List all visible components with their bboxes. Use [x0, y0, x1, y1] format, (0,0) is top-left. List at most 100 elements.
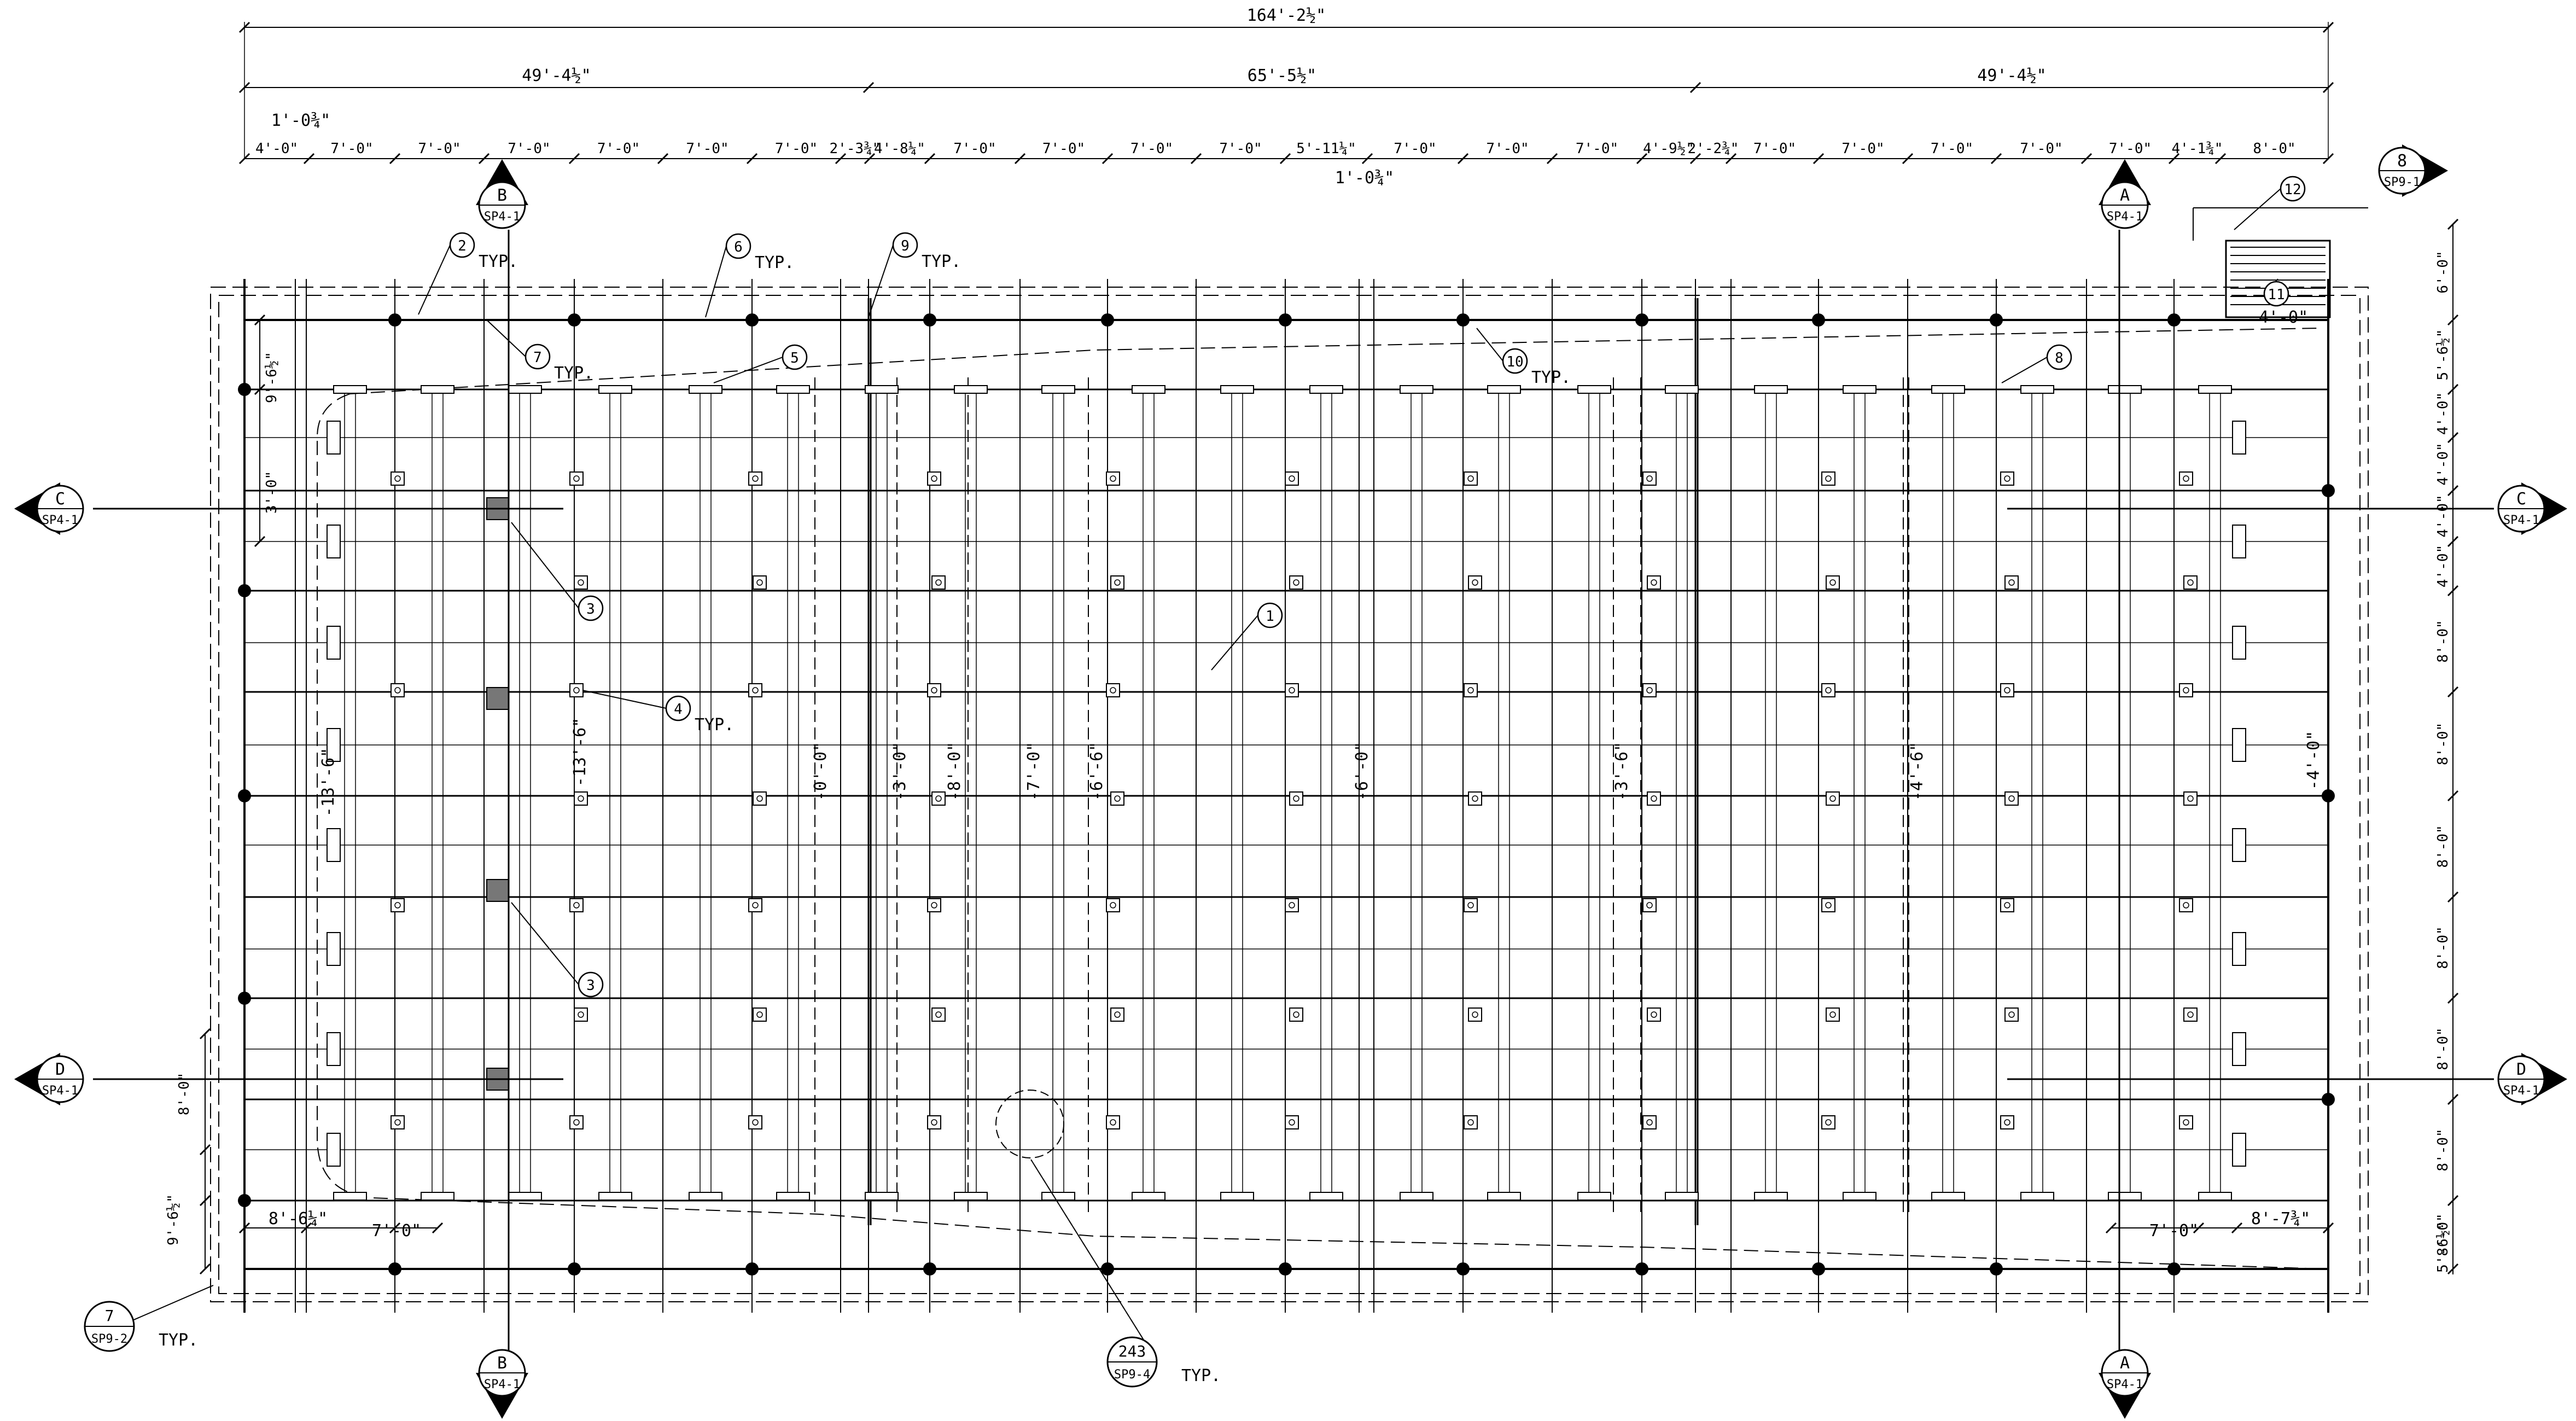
- post-marker: [745, 313, 759, 327]
- anchor-inner: [1646, 902, 1653, 908]
- joist-top-cap: [2198, 385, 2232, 394]
- anchor-inner: [931, 1119, 937, 1126]
- keynote-number: 8: [2055, 350, 2064, 366]
- dimension-tick: [389, 1222, 401, 1234]
- i-beam-joist: [1931, 385, 1965, 1201]
- bay-dimension-text: 2'-2¾": [1688, 141, 1739, 157]
- dimension-tick: [2080, 153, 2093, 165]
- bay-dimension-text: 4'-0": [255, 141, 298, 157]
- section-marker-b-top: B SP4-1: [476, 159, 528, 229]
- joist-bottom-cap: [1754, 1192, 1788, 1201]
- joist-bottom-cap: [598, 1192, 632, 1201]
- dimension-tick: [199, 1263, 211, 1275]
- anchor-inner: [1114, 579, 1121, 586]
- anchor-square: [927, 1115, 941, 1129]
- anchor-square: [753, 1007, 767, 1022]
- post-marker: [1101, 1262, 1114, 1276]
- anchor-inner: [1646, 475, 1653, 482]
- stair-outline: [2225, 240, 2331, 318]
- anchor-outer: [748, 683, 762, 697]
- keynote-number: 2: [458, 238, 467, 254]
- anchor-square: [1106, 471, 1120, 486]
- section-markers: C SP4-1 D SP4-1 C SP4-1 D SP4-1 B SP4-1 A SP4-1 B SP4…: [14, 144, 2567, 1419]
- anchor-inner: [1467, 475, 1474, 482]
- section-marker-d-right: D SP4-1: [2497, 1053, 2567, 1105]
- joist-top-cap: [1665, 385, 1699, 394]
- anchor-inner: [2187, 579, 2194, 586]
- anchor-outer: [1464, 683, 1478, 697]
- keynote-note: TYP.: [554, 364, 593, 383]
- dimension-tick: [2322, 153, 2334, 165]
- keynote-9: 9 TYP.: [868, 232, 961, 318]
- post-marker: [923, 313, 936, 327]
- anchor-outer: [1468, 1007, 1482, 1022]
- keynote-leader-line: [2234, 188, 2281, 230]
- keynote-note: TYP.: [755, 253, 794, 272]
- section-marker-sheet: SP4-1: [2107, 1378, 2143, 1391]
- detail-callout-note: TYP.: [1181, 1366, 1221, 1385]
- anchor-outer: [2179, 898, 2193, 912]
- anchor-inner: [573, 475, 580, 482]
- dimension-tick: [2447, 314, 2459, 326]
- dimension-tick: [2322, 1222, 2334, 1234]
- anchor-square: [1642, 471, 1657, 486]
- post-marker: [2167, 313, 2181, 327]
- anchor-outer: [569, 898, 584, 912]
- joist-top-cap: [508, 385, 542, 394]
- section-marker-id: A: [2120, 186, 2130, 205]
- keynote-6: 6 TYP.: [705, 233, 794, 318]
- anchor-square: [931, 575, 946, 590]
- anchor-inner: [578, 795, 584, 802]
- anchor-square: [1821, 471, 1835, 486]
- post-marker: [388, 313, 401, 327]
- anchor-inner: [1651, 795, 1657, 802]
- anchor-square: [1285, 683, 1299, 697]
- anchor-inner: [573, 1119, 580, 1126]
- section-marker-c-right: C SP4-1: [2497, 482, 2567, 535]
- joist-top-cap: [1931, 385, 1965, 394]
- bay-dimension-text: 4'-8¼": [874, 141, 925, 157]
- roof-step-dimension-text: -6'-0": [1353, 742, 1372, 801]
- anchor-inner: [2183, 902, 2189, 908]
- joist-top-cap: [598, 385, 632, 394]
- right-dimension-text: 4'-0": [2435, 442, 2451, 485]
- i-beam-joist: [1843, 385, 1876, 1201]
- anchor-outer: [1106, 471, 1120, 486]
- joist-bottom-cap: [1309, 1192, 1343, 1201]
- post-marker: [568, 313, 581, 327]
- anchor-outer: [1464, 898, 1478, 912]
- dimension-tick: [2193, 1222, 2205, 1234]
- anchor-outer: [1647, 1007, 1661, 1022]
- dimension-tick: [303, 153, 315, 165]
- span-dimension-text: 49'-4½": [1977, 66, 2046, 85]
- anchor-outer: [1285, 683, 1299, 697]
- anchor-inner: [1289, 1119, 1295, 1126]
- anchor-square: [569, 471, 584, 486]
- section-marker-id: D: [55, 1060, 65, 1079]
- anchor-square: [2000, 471, 2014, 486]
- anchor-inner: [1110, 687, 1116, 694]
- i-beam-joist: [954, 385, 988, 1201]
- anchor-inner: [752, 1119, 759, 1126]
- dimension-tick: [2447, 891, 2459, 903]
- dimension-tick: [1902, 153, 1914, 165]
- detail-callout-number: 243: [1118, 1342, 1146, 1360]
- right-dimension-text: 8'-0": [2435, 1027, 2451, 1070]
- anchor-square: [1464, 898, 1478, 912]
- anchor-inner: [1114, 1011, 1121, 1018]
- anchor-inner: [1646, 1119, 1653, 1126]
- anchor-inner: [573, 902, 580, 908]
- anchor-square: [1106, 1115, 1120, 1129]
- dimension-tick: [238, 81, 250, 94]
- bay-dimension-text: 7'-0": [775, 141, 818, 157]
- keynote-number: 1: [1266, 608, 1274, 625]
- section-marker-id: 8: [2397, 152, 2407, 171]
- bracket-tab: [327, 932, 341, 966]
- anchor-square: [2000, 898, 2014, 912]
- dimension-tick: [1014, 153, 1026, 165]
- anchor-outer: [753, 575, 767, 590]
- i-beam-joist: [333, 385, 367, 1201]
- detail-callout-7: 7 SP9-2 TYP.: [84, 1285, 214, 1352]
- keynote-leader-line: [418, 244, 451, 315]
- dimension-tick: [2447, 1263, 2459, 1275]
